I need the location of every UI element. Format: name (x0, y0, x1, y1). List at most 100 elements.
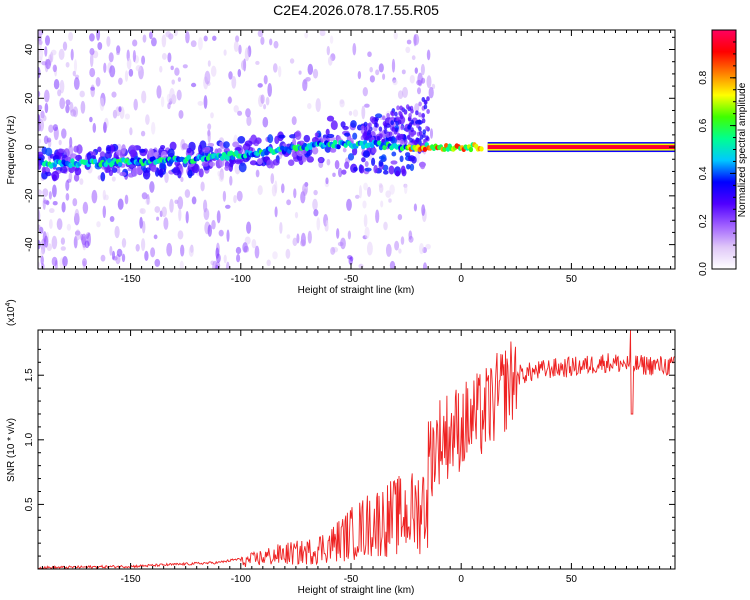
noise-speck (362, 200, 367, 209)
noise-speck (383, 221, 388, 231)
noise-speck (174, 199, 179, 204)
spectrogram-xlabel: Height of straight line (km) (298, 285, 415, 296)
noise-speck (229, 175, 233, 186)
noise-speck (150, 247, 156, 258)
noise-speck (52, 64, 57, 73)
band-blob (267, 134, 274, 144)
band-blob (407, 155, 416, 162)
noise-speck (354, 194, 360, 199)
streak-blob (422, 138, 427, 144)
streak-blob (383, 124, 388, 130)
noise-speck (51, 256, 58, 267)
streak-blob (363, 121, 368, 127)
noise-speck (269, 38, 273, 46)
noise-speck (222, 190, 227, 202)
noise-speck (148, 31, 153, 40)
noise-speck (274, 206, 278, 218)
noise-speck (302, 79, 308, 92)
noise-speck (257, 185, 263, 196)
noise-speck (38, 189, 42, 196)
noise-speck (244, 236, 251, 245)
noise-speck (349, 256, 354, 262)
noise-speck (177, 230, 184, 240)
noise-speck (140, 130, 146, 137)
noise-speck (392, 79, 398, 86)
band-blob (237, 135, 246, 144)
noise-speck (218, 171, 225, 182)
noise-speck (329, 35, 334, 44)
noise-speck (315, 98, 321, 113)
noise-speck (61, 128, 67, 139)
y-tick-label: 40 (24, 44, 35, 56)
y-tick-label: 0 (24, 144, 35, 150)
noise-speck (133, 98, 138, 111)
noise-speck (176, 89, 182, 101)
noise-speck (289, 58, 295, 64)
snr-ticks: -150 -100 -50 0 50 0.5 1.0 1.5 (24, 330, 675, 585)
noise-speck (408, 230, 413, 240)
ridge-core (336, 144, 341, 150)
noise-speck (116, 51, 120, 56)
streak-blob (408, 113, 412, 118)
noise-speck (167, 52, 172, 63)
band-blob (181, 143, 189, 150)
noise-speck (109, 215, 115, 223)
band-blob (380, 154, 387, 162)
noise-speck (286, 234, 291, 239)
noise-speck (413, 34, 417, 47)
band-blob (364, 167, 372, 172)
band-blob (234, 159, 243, 165)
colorbar-tick-label: 0.4 (698, 166, 709, 180)
noise-speck (121, 253, 126, 263)
spectrogram-heatmap (38, 30, 675, 269)
noise-speck (44, 46, 48, 57)
band-blob (244, 140, 253, 147)
noise-speck (124, 113, 131, 120)
noise-speck (218, 229, 224, 237)
noise-speck (327, 56, 333, 66)
noise-speck (400, 236, 405, 245)
band-blob (209, 161, 216, 167)
noise-speck (421, 204, 426, 216)
noise-speck (38, 90, 41, 98)
noise-speck (46, 137, 52, 143)
noise-speck (267, 82, 273, 97)
noise-speck (52, 124, 58, 132)
noise-speck (68, 172, 73, 182)
streak-blob (383, 129, 388, 135)
noise-speck (339, 100, 345, 108)
ridge-core (186, 154, 191, 160)
noise-speck (106, 36, 111, 47)
noise-speck (60, 246, 66, 251)
streak-blob (400, 133, 404, 139)
streak-blob (394, 111, 398, 117)
noise-speck (44, 35, 51, 46)
noise-speck (207, 224, 212, 237)
noise-speck (388, 198, 392, 203)
streak-blob (390, 120, 395, 126)
streak-blob (391, 126, 396, 132)
noise-speck (117, 198, 124, 210)
streak-blob (368, 133, 372, 139)
band-blob (177, 169, 182, 179)
noise-speck (419, 242, 424, 255)
noise-speck (38, 66, 41, 79)
noise-speck (316, 217, 321, 231)
x-tick-label: 50 (566, 274, 578, 285)
noise-speck (114, 225, 120, 239)
band-blob (198, 168, 204, 178)
noise-speck (274, 180, 278, 194)
noise-speck (43, 199, 49, 205)
noise-speck (89, 47, 95, 56)
noise-speck (190, 82, 197, 88)
noise-speck (246, 115, 252, 127)
noise-speck (46, 243, 53, 252)
noise-speck (142, 34, 147, 43)
noise-speck (126, 57, 132, 70)
noise-speck (255, 169, 260, 178)
streak-blob (425, 125, 429, 131)
snr-ylabel: SNR (10 * v/v) (6, 418, 17, 482)
noise-speck (102, 189, 106, 201)
noise-speck (364, 103, 370, 108)
noise-speck (420, 63, 425, 76)
